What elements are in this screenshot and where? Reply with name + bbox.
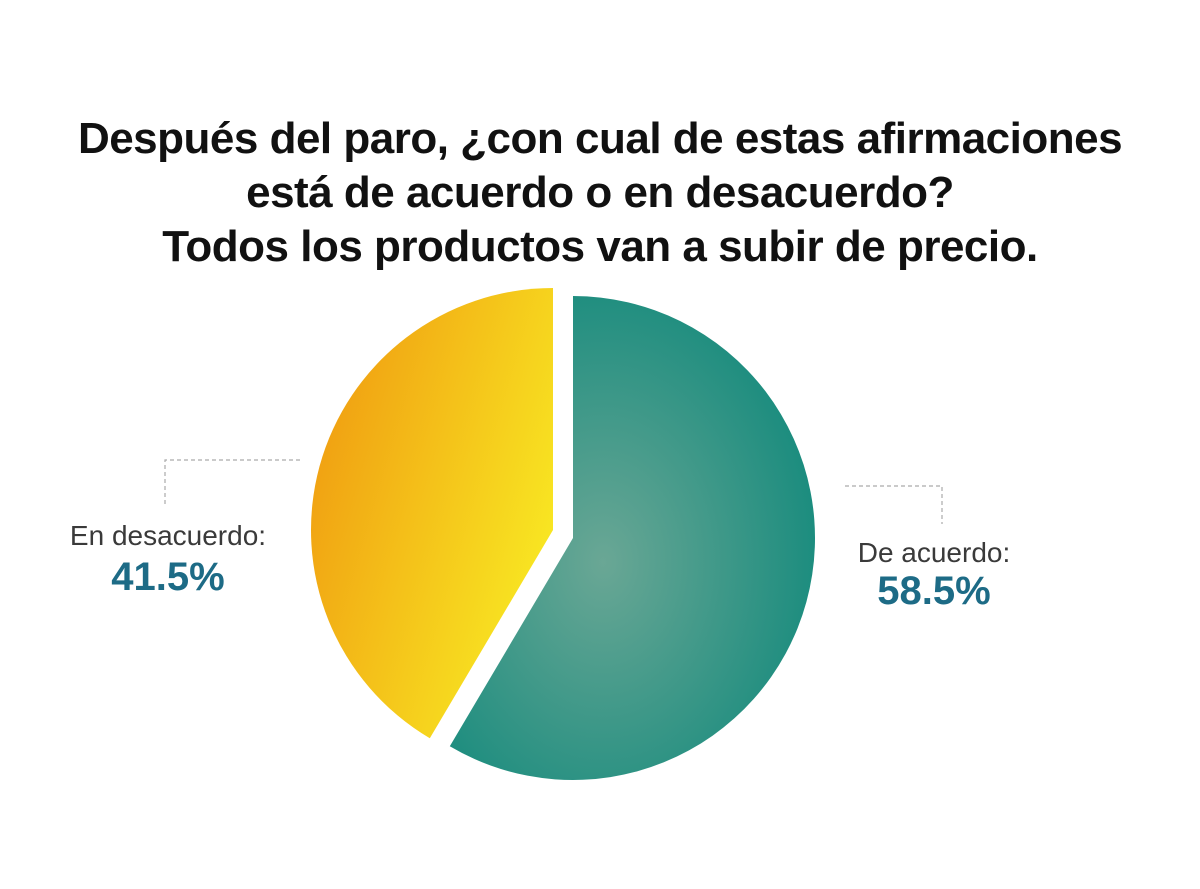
pie-slice-en-desacuerdo [311, 288, 553, 739]
leader-line-de-acuerdo [845, 485, 943, 524]
slice-value-de-acuerdo: 58.5% [877, 569, 990, 613]
slice-value-en-desacuerdo: 41.5% [111, 555, 224, 599]
slice-label-de-acuerdo: De acuerdo: [858, 537, 1011, 568]
slice-label-en-desacuerdo: En desacuerdo: [70, 520, 266, 551]
title-line-1: Después del paro, ¿con cual de estas afi… [77, 114, 1123, 163]
title-line-3: Todos los productos van a subir de preci… [162, 222, 1038, 271]
chart-title: Después del paro, ¿con cual de estas afi… [0, 112, 1200, 274]
pie-slice-de-acuerdo [449, 296, 816, 780]
title-line-2: está de acuerdo o en desacuerdo? [246, 168, 954, 217]
leader-line-en-desacuerdo [164, 459, 300, 506]
